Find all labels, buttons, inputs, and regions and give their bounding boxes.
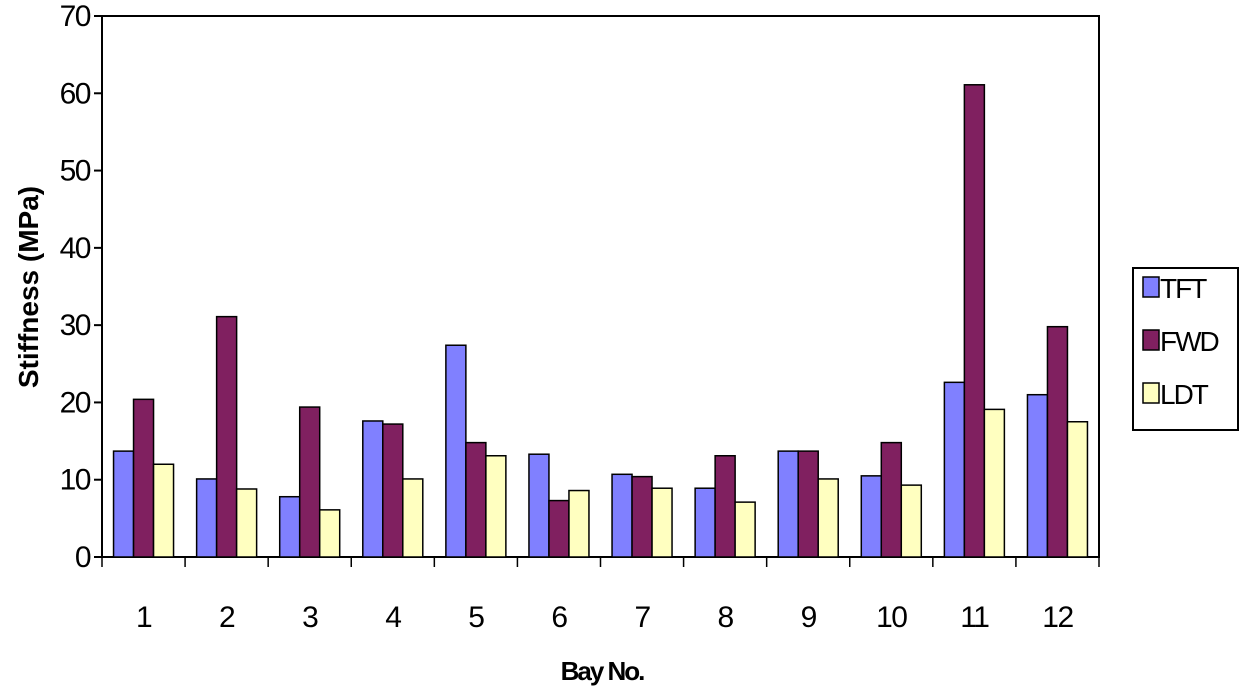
plot-area: [101, 15, 1100, 558]
bar-ldt-bay-3: [318, 509, 341, 558]
bar-ldt-bay-8: [734, 501, 756, 558]
x-tick-label: 11: [960, 601, 989, 634]
legend-swatch-fwd: [1142, 329, 1160, 351]
bar-fwd-bay-1: [132, 398, 155, 558]
bar-tft-bay-8: [694, 487, 716, 558]
legend: TFT FWD LDT: [1132, 267, 1239, 431]
bar-ldt-bay-2: [235, 488, 258, 558]
x-tick-label: 6: [551, 601, 567, 634]
bar-ldt-bay-5: [485, 455, 507, 558]
bar-tft-bay-5: [445, 344, 467, 558]
bar-ldt-bay-12: [1066, 421, 1089, 558]
x-tick-label: 8: [718, 601, 734, 634]
legend-swatch-ldt: [1142, 382, 1160, 404]
legend-label-tft: TFT: [1160, 273, 1207, 304]
bar-ldt-bay-11: [983, 408, 1006, 558]
y-tick-label: 70: [60, 0, 91, 33]
bar-tft-bay-3: [278, 495, 301, 558]
y-tick-label: 50: [60, 155, 91, 188]
bar-fwd-bay-2: [215, 315, 238, 558]
x-axis-title: Bay No.: [561, 656, 645, 686]
bar-tft-bay-1: [112, 450, 135, 558]
bar-tft-bay-12: [1026, 393, 1049, 558]
bar-ldt-bay-7: [651, 487, 673, 558]
bar-fwd-bay-4: [382, 423, 404, 558]
y-tick-label: 20: [60, 386, 91, 419]
x-tick-label: 9: [801, 601, 817, 634]
y-tick-label: 60: [60, 77, 91, 110]
bar-fwd-bay-3: [298, 406, 321, 558]
x-tick-label: 1: [136, 601, 152, 634]
y-tick-label: 10: [60, 464, 91, 497]
bar-tft-bay-11: [943, 381, 966, 558]
x-tick-label: 4: [385, 601, 401, 634]
bar-ldt-bay-9: [817, 478, 839, 558]
y-tick-label: 40: [60, 232, 91, 265]
y-axis-title: Stiffness (MPa): [13, 186, 44, 388]
bar-fwd-bay-11: [963, 84, 986, 558]
bars-layer: [112, 84, 1089, 558]
bar-fwd-bay-9: [797, 450, 819, 558]
x-tick-label: 2: [219, 601, 235, 634]
legend-label-fwd: FWD: [1160, 326, 1219, 357]
bar-fwd-bay-6: [548, 499, 570, 558]
bar-fwd-bay-8: [714, 455, 736, 558]
bar-fwd-bay-10: [880, 441, 903, 558]
bar-fwd-bay-7: [631, 475, 653, 558]
bar-tft-bay-2: [195, 478, 218, 558]
bar-fwd-bay-5: [465, 441, 487, 558]
bar-tft-bay-10: [860, 475, 883, 558]
bar-ldt-bay-1: [152, 463, 175, 558]
legend-label-ldt: LDT: [1160, 379, 1209, 410]
bar-tft-bay-6: [528, 453, 550, 558]
bar-fwd-bay-12: [1046, 325, 1069, 558]
y-tick-label: 30: [60, 309, 91, 342]
y-tick-label: 0: [75, 541, 91, 574]
legend-swatch-tft: [1142, 276, 1160, 298]
bar-ldt-bay-6: [568, 489, 590, 558]
bar-ldt-bay-10: [900, 484, 923, 558]
x-tick-label: 5: [468, 601, 484, 634]
x-tick-label: 3: [302, 601, 318, 634]
bar-ldt-bay-4: [402, 478, 424, 558]
x-tick-label: 10: [876, 601, 907, 634]
x-tick-label: 7: [634, 601, 650, 634]
bar-tft-bay-4: [362, 420, 384, 558]
bar-tft-bay-9: [777, 450, 799, 558]
x-tick-label: 12: [1042, 601, 1073, 634]
bar-tft-bay-7: [611, 473, 633, 558]
